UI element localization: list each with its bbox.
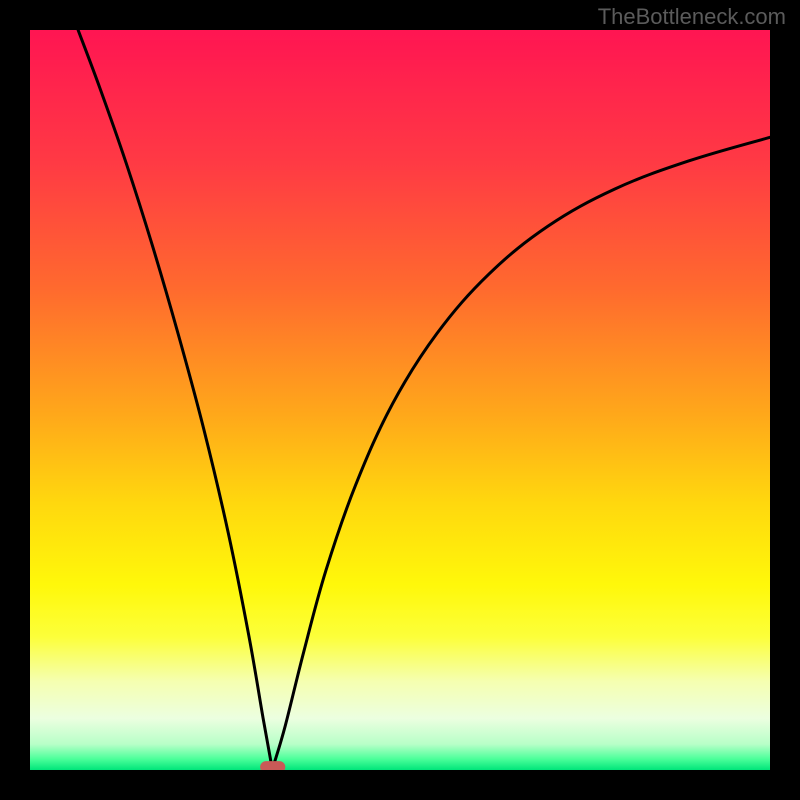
watermark-text: TheBottleneck.com xyxy=(598,4,786,30)
bottleneck-chart xyxy=(0,0,800,800)
chart-container: { "watermark": { "text": "TheBottleneck.… xyxy=(0,0,800,800)
